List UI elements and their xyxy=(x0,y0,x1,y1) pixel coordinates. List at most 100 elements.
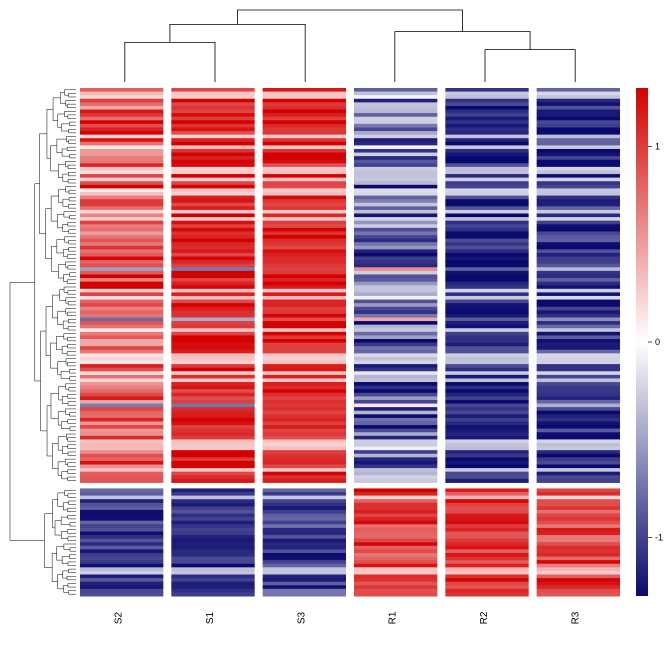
heatmap-cell xyxy=(263,131,346,135)
heatmap-cell xyxy=(171,257,254,261)
heatmap-cell xyxy=(445,192,528,196)
heatmap-cell xyxy=(80,246,163,250)
dendro-branch xyxy=(68,591,76,595)
heatmap-cell xyxy=(263,371,346,375)
heatmap-cell xyxy=(80,571,163,575)
heatmap-cell xyxy=(171,110,254,114)
heatmap-cell xyxy=(171,224,254,228)
heatmap-cell xyxy=(263,142,346,146)
heatmap-cell xyxy=(80,542,163,546)
heatmap-cell xyxy=(445,535,528,539)
heatmap-cell xyxy=(171,450,254,454)
dendro-branch xyxy=(70,377,76,381)
heatmap-cell xyxy=(445,560,528,564)
heatmap-cell xyxy=(80,92,163,96)
heatmap-cell xyxy=(263,382,346,386)
heatmap-cell xyxy=(354,404,437,408)
heatmap-cell xyxy=(80,578,163,582)
heatmap-cell xyxy=(263,102,346,106)
heatmap-cell xyxy=(445,167,528,171)
heatmap-cell xyxy=(354,282,437,286)
dendro-branch xyxy=(59,189,66,202)
dendro-branch xyxy=(68,291,76,295)
heatmap-cell xyxy=(171,506,254,510)
heatmap-cell xyxy=(263,546,346,550)
heatmap-cell xyxy=(445,549,528,553)
heatmap-cell xyxy=(80,120,163,124)
heatmap-cell xyxy=(537,170,620,174)
heatmap-cell xyxy=(445,343,528,347)
heatmap-cell xyxy=(354,506,437,510)
heatmap-cell xyxy=(171,271,254,275)
heatmap-cell xyxy=(171,138,254,142)
heatmap-cell xyxy=(354,285,437,289)
heatmap-cell xyxy=(80,378,163,382)
dendro-branch xyxy=(69,140,76,144)
heatmap-cell xyxy=(537,185,620,189)
heatmap-cell xyxy=(354,271,437,275)
dendro-branch xyxy=(62,557,69,564)
heatmap-cell xyxy=(537,389,620,393)
heatmap-cell xyxy=(537,231,620,235)
heatmap-cell xyxy=(171,145,254,149)
heatmap-cell xyxy=(171,539,254,543)
heatmap-cell xyxy=(354,510,437,514)
dendro-branch xyxy=(68,222,76,226)
heatmap-cell xyxy=(263,217,346,221)
heatmap-cell xyxy=(537,88,620,92)
heatmap-cell xyxy=(445,411,528,415)
heatmap-cell xyxy=(445,228,528,232)
heatmap-cell xyxy=(263,117,346,121)
heatmap-cell xyxy=(354,571,437,575)
heatmap-cell xyxy=(354,188,437,192)
heatmap-cell xyxy=(354,335,437,339)
heatmap-cell xyxy=(80,181,163,185)
heatmap-cell xyxy=(80,113,163,117)
heatmap-cell xyxy=(263,307,346,311)
heatmap-cell xyxy=(354,95,437,99)
dendro-branch xyxy=(69,230,76,234)
heatmap-cell xyxy=(80,492,163,496)
heatmap-cell xyxy=(354,496,437,500)
heatmap-cell xyxy=(263,353,346,357)
dendro-branch xyxy=(68,445,76,449)
dendro-branch xyxy=(65,459,76,464)
heatmap-cell xyxy=(445,447,528,451)
heatmap-cell xyxy=(445,120,528,124)
dendro-branch xyxy=(62,447,68,454)
heatmap-cell xyxy=(354,447,437,451)
heatmap-cell xyxy=(263,210,346,214)
heatmap-cell xyxy=(80,307,163,311)
heatmap-cell xyxy=(80,488,163,492)
heatmap-cell xyxy=(354,393,437,397)
heatmap-cell xyxy=(445,514,528,518)
heatmap-cell xyxy=(354,514,437,518)
heatmap-cell xyxy=(171,231,254,235)
heatmap-cell xyxy=(80,364,163,368)
heatmap-cell xyxy=(537,192,620,196)
heatmap-cell xyxy=(171,328,254,332)
heatmap-cell xyxy=(80,285,163,289)
heatmap-cell xyxy=(354,436,437,440)
heatmap-cell xyxy=(171,217,254,221)
heatmap-cell xyxy=(354,521,437,525)
heatmap-cell xyxy=(537,549,620,553)
heatmap-cell xyxy=(80,585,163,589)
dendro-branch xyxy=(66,409,76,414)
heatmap-cell xyxy=(80,549,163,553)
heatmap-cell xyxy=(354,592,437,596)
heatmap-cell xyxy=(445,300,528,304)
heatmap-cell xyxy=(537,160,620,164)
heatmap-cell xyxy=(537,228,620,232)
heatmap-cell xyxy=(354,357,437,361)
heatmap-cell xyxy=(537,127,620,131)
heatmap-cell xyxy=(537,421,620,425)
heatmap-cell xyxy=(171,310,254,314)
heatmap-cell xyxy=(537,542,620,546)
heatmap-cell xyxy=(171,447,254,451)
heatmap-cell xyxy=(537,368,620,372)
heatmap-cell xyxy=(80,557,163,561)
heatmap-cell xyxy=(445,289,528,293)
heatmap-cell xyxy=(171,479,254,483)
dendro-branch xyxy=(64,287,76,292)
